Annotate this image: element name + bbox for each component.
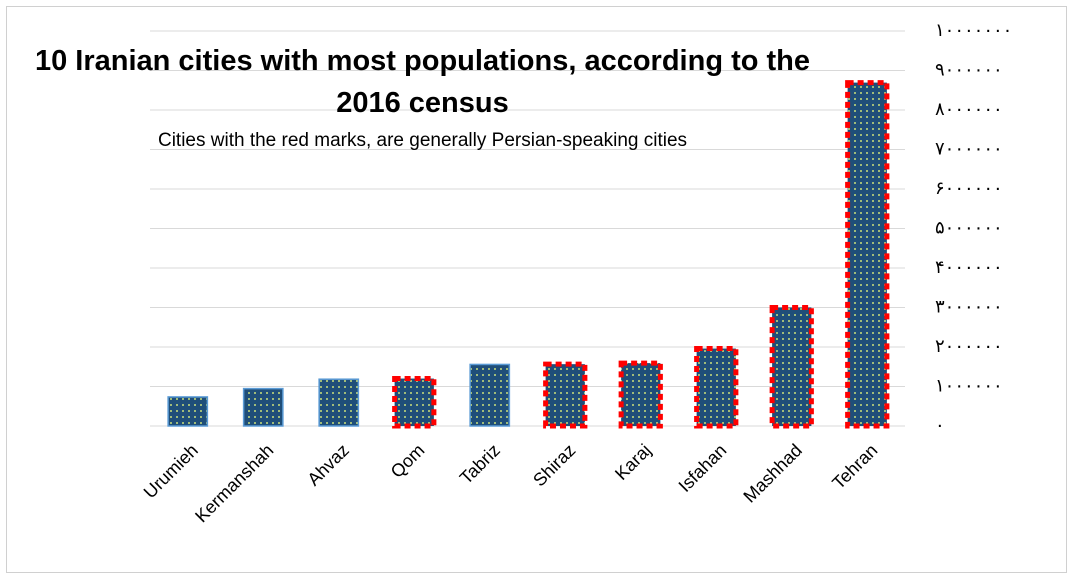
y-tick-label: ۹۰۰۰۰۰۰ xyxy=(935,59,1003,79)
bar xyxy=(242,387,284,427)
y-tick-label: ۱۰۰۰۰۰۰ xyxy=(935,375,1003,395)
bar xyxy=(845,80,890,429)
y-tick-label: ۸۰۰۰۰۰۰ xyxy=(935,99,1003,119)
y-tick-label: ۱۰۰۰۰۰۰۰ xyxy=(935,20,1012,40)
bar xyxy=(318,378,360,427)
y-tick-label: ۶۰۰۰۰۰۰ xyxy=(935,178,1003,198)
y-tick-label: ۴۰۰۰۰۰۰ xyxy=(935,257,1003,277)
bar xyxy=(769,304,814,429)
chart-subtitle: Cities with the red marks, are generally… xyxy=(157,130,688,151)
y-tick-label: ۵۰۰۰۰۰۰ xyxy=(935,217,1003,237)
chart-title: 10 Iranian cities with most populations,… xyxy=(34,45,811,119)
bar xyxy=(543,361,588,429)
y-tick-label: ۰ xyxy=(935,415,945,435)
bar xyxy=(618,360,663,429)
y-tick-label: ۲۰۰۰۰۰۰ xyxy=(935,336,1003,356)
y-tick-label: ۳۰۰۰۰۰۰ xyxy=(935,296,1003,316)
bar xyxy=(469,363,511,427)
bar xyxy=(694,346,739,429)
bar xyxy=(392,376,437,429)
chart-border xyxy=(6,6,1067,573)
bar xyxy=(167,396,209,427)
y-tick-label: ۷۰۰۰۰۰۰ xyxy=(935,138,1003,158)
